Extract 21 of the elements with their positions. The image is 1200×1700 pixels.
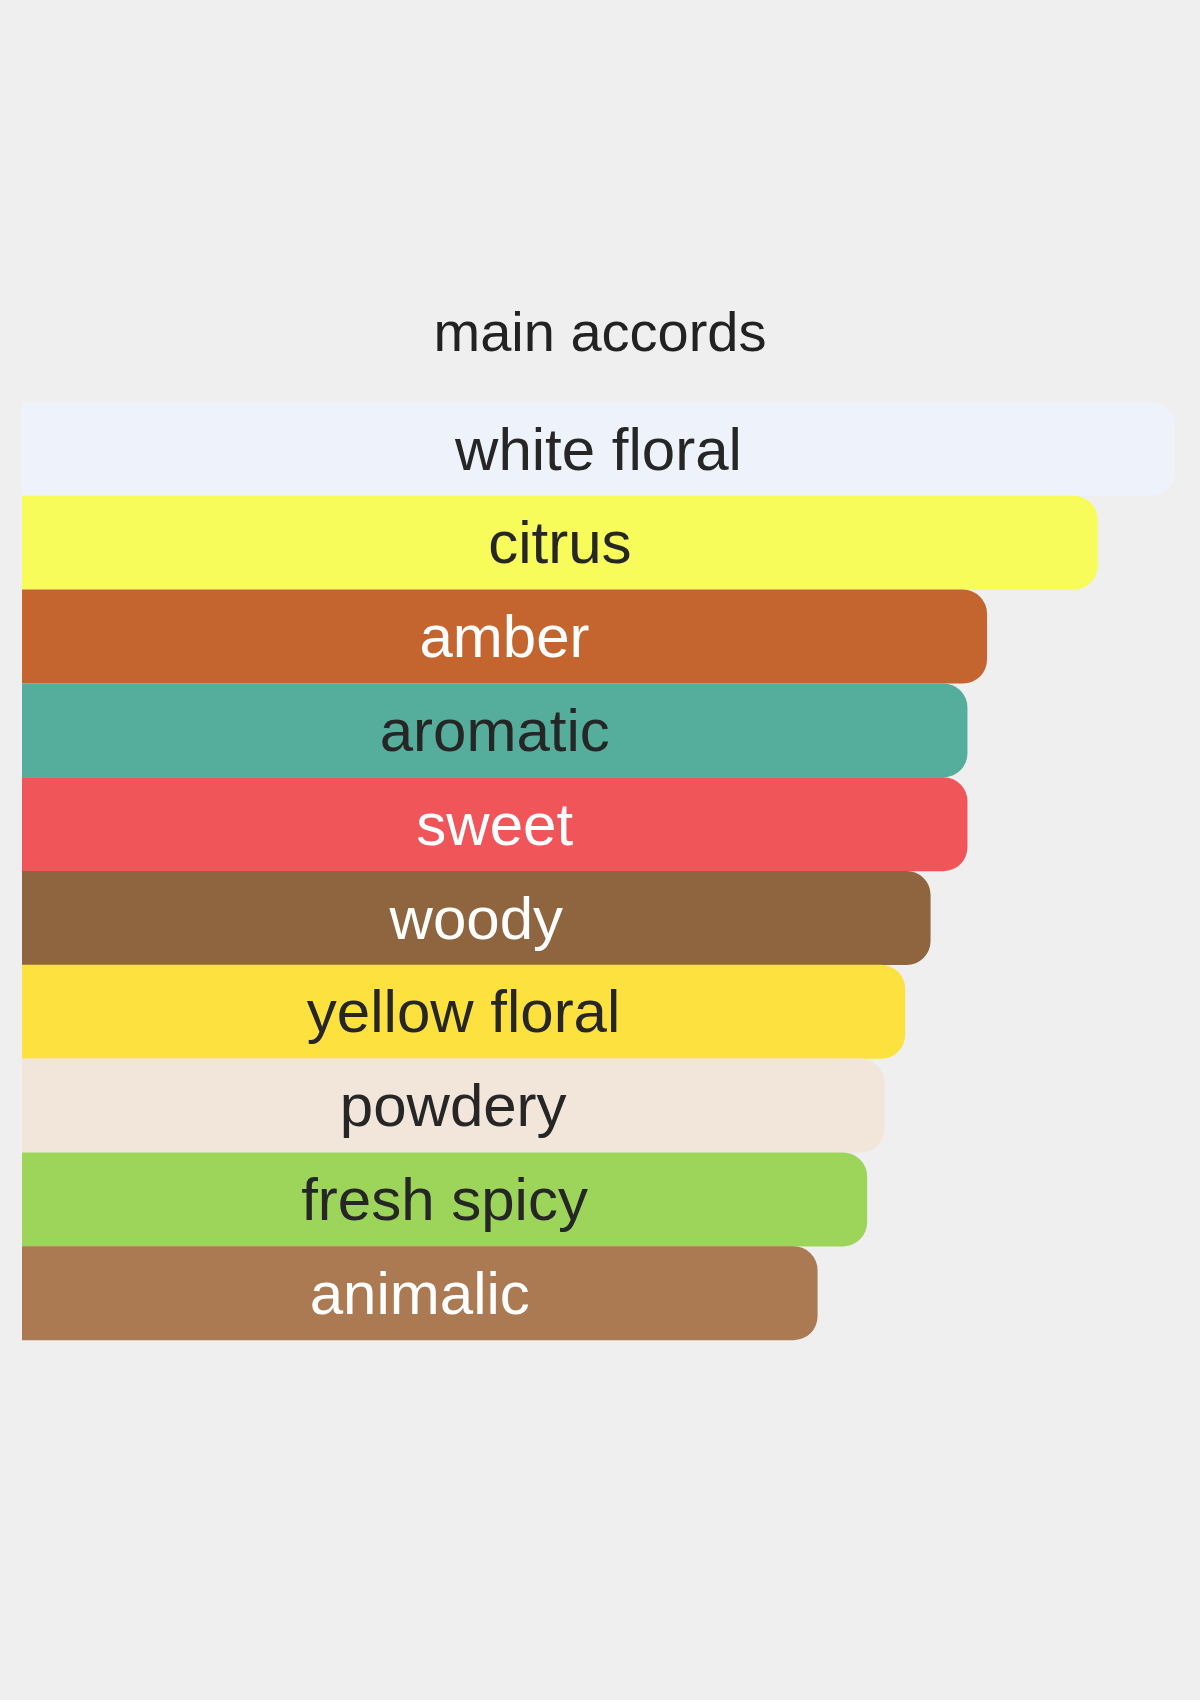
y-tick-label: aromatic <box>379 696 610 764</box>
bar <box>22 871 931 965</box>
y-tick-label: yellow floral <box>306 978 621 1046</box>
y-tick-label: fresh spicy <box>301 1165 588 1233</box>
bar <box>22 495 1098 590</box>
bar <box>22 1058 885 1153</box>
y-tick-label: white floral <box>454 415 742 483</box>
y-tick-label: citrus <box>488 509 632 577</box>
chart-title: main accords <box>433 300 767 363</box>
bar <box>22 964 906 1059</box>
y-tick-label: woody <box>388 884 563 952</box>
y-tick-label: animalic <box>309 1259 530 1327</box>
bar <box>22 589 988 684</box>
bar <box>22 402 1175 496</box>
y-tick-label: powdery <box>339 1072 567 1140</box>
bar <box>22 683 968 778</box>
bar <box>22 1246 818 1341</box>
bar <box>22 777 968 872</box>
bar <box>22 1152 868 1247</box>
y-tick-label: amber <box>419 603 590 671</box>
y-tick-label: sweet <box>416 790 574 858</box>
